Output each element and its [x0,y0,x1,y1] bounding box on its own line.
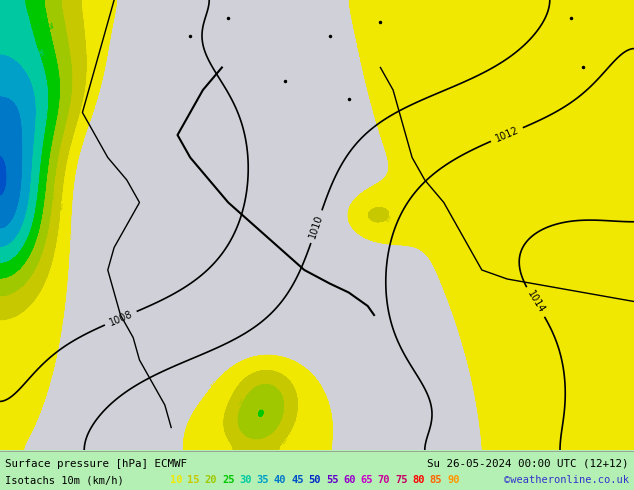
Text: 50: 50 [309,475,321,485]
Text: 20: 20 [238,397,248,408]
Text: Su 26-05-2024 00:00 UTC (12+12): Su 26-05-2024 00:00 UTC (12+12) [427,459,629,469]
Text: 85: 85 [430,475,443,485]
Text: 15: 15 [383,213,392,223]
Text: 15: 15 [279,435,289,445]
Text: 20: 20 [49,189,56,199]
Text: 1010: 1010 [307,214,325,240]
Text: Isotachs 10m (km/h): Isotachs 10m (km/h) [5,475,124,485]
Text: 60: 60 [343,475,356,485]
Text: 15: 15 [187,475,200,485]
Text: 10: 10 [354,44,362,53]
Text: 45: 45 [291,475,304,485]
Text: 20: 20 [205,475,217,485]
Text: 25: 25 [222,475,235,485]
Text: 90: 90 [447,475,460,485]
Text: 10: 10 [67,231,73,241]
Text: Surface pressure [hPa] ECMWF: Surface pressure [hPa] ECMWF [5,459,187,469]
Text: 10: 10 [209,378,220,389]
Text: 15: 15 [57,200,64,210]
Text: ©weatheronline.co.uk: ©weatheronline.co.uk [504,475,629,485]
Text: 30: 30 [239,475,252,485]
Text: 10: 10 [170,475,183,485]
Text: 70: 70 [378,475,391,485]
Text: 30: 30 [34,48,42,58]
Text: 1014: 1014 [525,289,546,315]
Text: 55: 55 [326,475,339,485]
Text: 65: 65 [361,475,373,485]
Text: 1008: 1008 [108,309,134,327]
Text: 1012: 1012 [494,125,520,144]
Text: 25: 25 [45,21,53,31]
Text: 40: 40 [274,475,287,485]
Text: 75: 75 [395,475,408,485]
Text: 80: 80 [413,475,425,485]
Text: 35: 35 [257,475,269,485]
